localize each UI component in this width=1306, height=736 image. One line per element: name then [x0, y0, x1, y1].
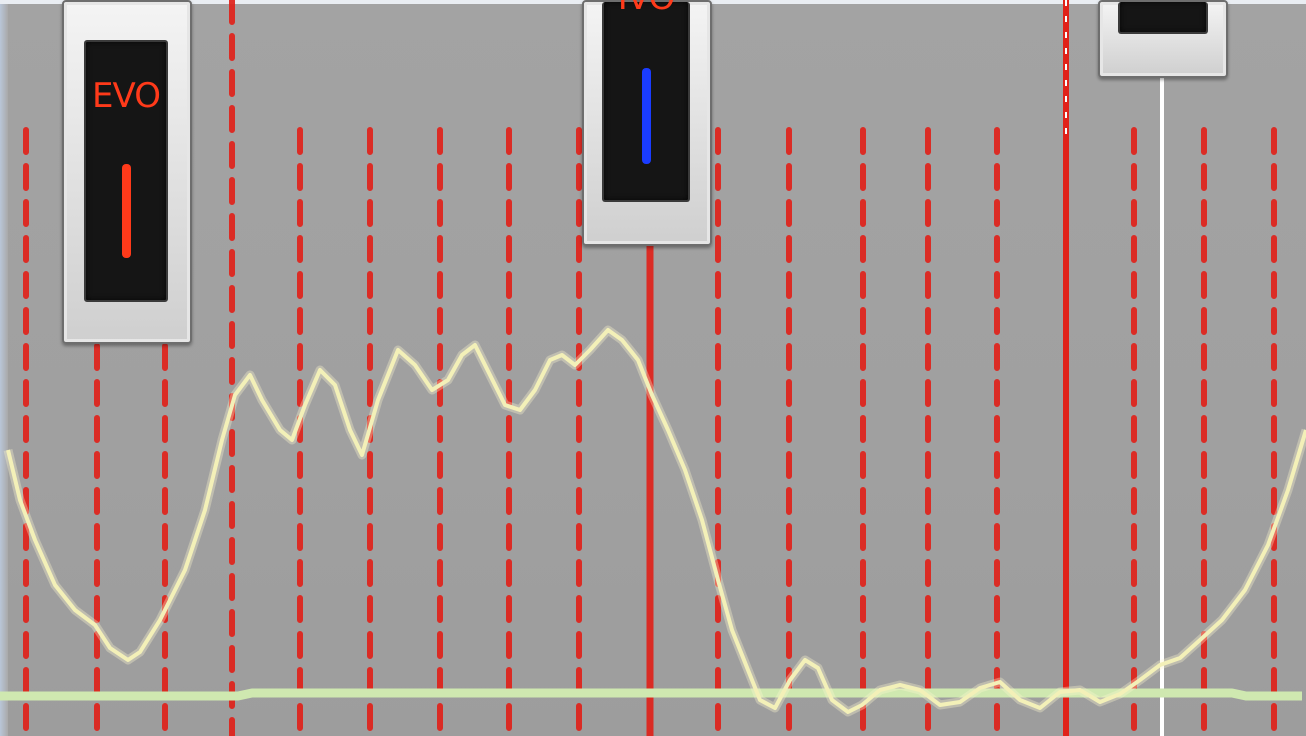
- marker-third[interactable]: [1098, 0, 1228, 78]
- marker-evo[interactable]: EVO: [62, 0, 192, 344]
- waveform-trace: [6, 328, 1306, 714]
- left-edge: [0, 0, 8, 736]
- evo-marker-screen: EVO: [84, 40, 168, 302]
- evo-label: EVO: [92, 76, 161, 116]
- ivo-label: IVO: [604, 0, 688, 18]
- evo-bar-icon: [122, 164, 131, 258]
- ivo-marker-screen: IVO: [602, 0, 690, 202]
- marker-ivo[interactable]: IVO: [582, 0, 712, 246]
- ivo-bar-icon: [642, 68, 651, 164]
- third-marker-screen: [1118, 2, 1208, 34]
